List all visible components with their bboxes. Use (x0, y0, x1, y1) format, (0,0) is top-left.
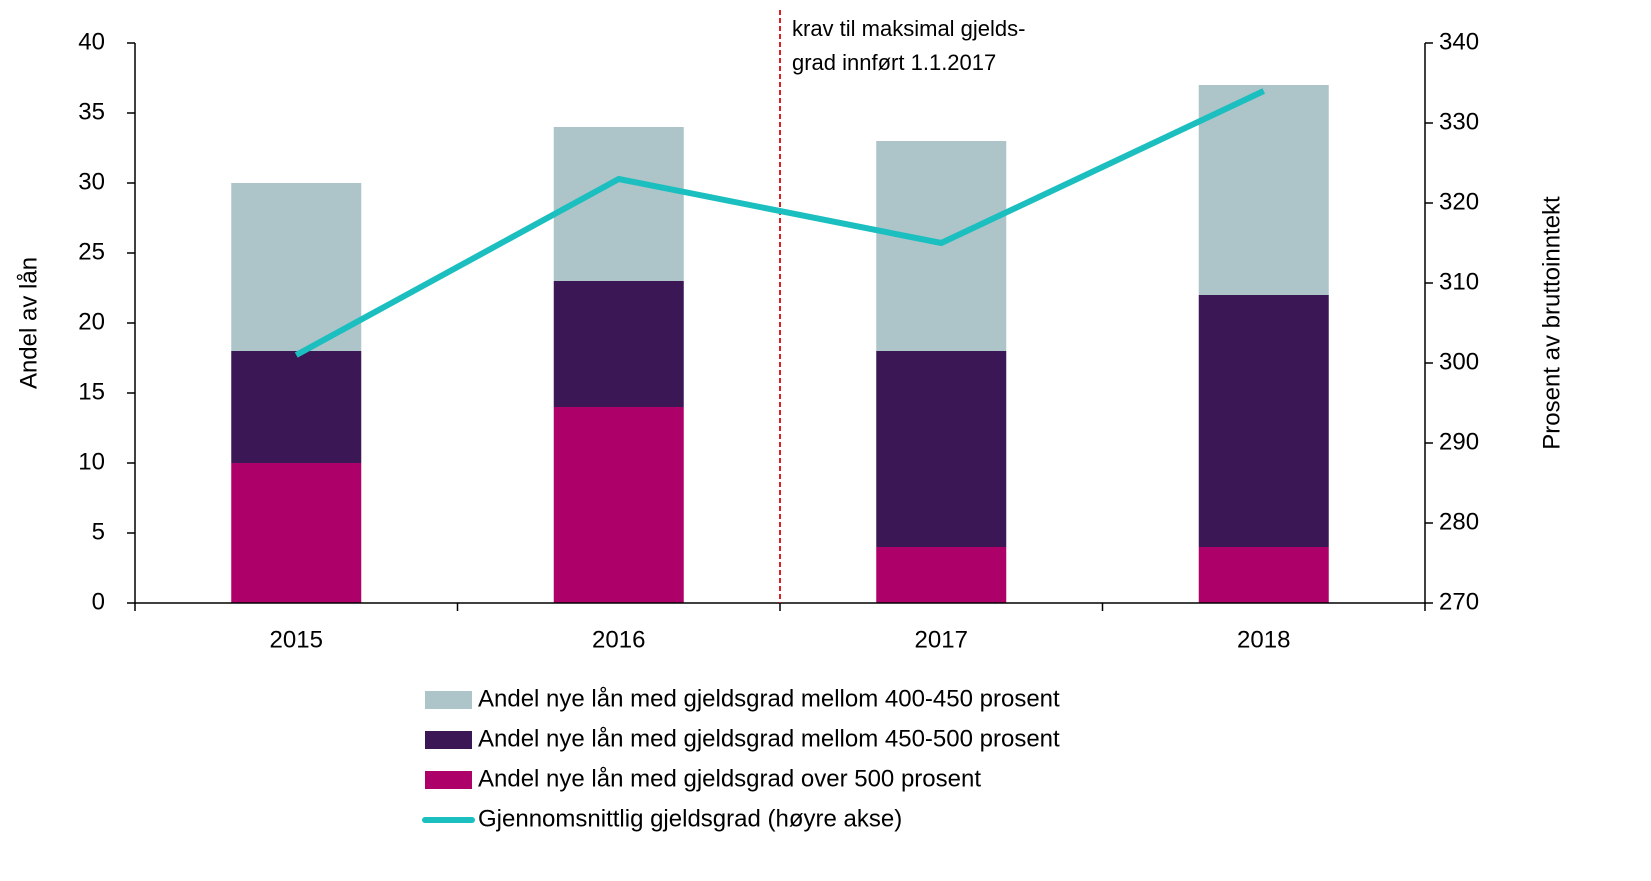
y-tick-label: 30 (78, 168, 105, 195)
legend-swatch (425, 771, 472, 789)
bar-segment (876, 547, 1007, 603)
bar-segment (231, 351, 362, 463)
bar-segment (876, 351, 1007, 547)
x-tick-label: 2017 (915, 626, 968, 653)
y-tick-label: 40 (78, 28, 105, 55)
legend-label: Gjennomsnittlig gjeldsgrad (høyre akse) (478, 805, 902, 832)
annotation-text: grad innført 1.1.2017 (792, 50, 996, 75)
x-tick-label: 2015 (270, 626, 323, 653)
y2-tick-label: 270 (1439, 588, 1479, 615)
bar-segment (231, 183, 362, 351)
y-tick-label: 5 (92, 518, 105, 545)
y-tick-label: 25 (78, 238, 105, 265)
x-tick-label: 2016 (592, 626, 645, 653)
y-tick-label: 20 (78, 308, 105, 335)
bar-segment (1198, 547, 1329, 603)
annotation-text: krav til maksimal gjelds- (792, 16, 1026, 41)
y2-tick-label: 340 (1439, 28, 1479, 55)
y2-tick-label: 300 (1439, 348, 1479, 375)
y2-tick-label: 310 (1439, 268, 1479, 295)
bar-segment (1198, 295, 1329, 547)
y-tick-label: 15 (78, 378, 105, 405)
y2-tick-label: 320 (1439, 188, 1479, 215)
y2-tick-label: 290 (1439, 428, 1479, 455)
legend-label: Andel nye lån med gjeldsgrad over 500 pr… (478, 765, 981, 792)
line-series (294, 88, 1266, 358)
legend-label: Andel nye lån med gjeldsgrad mellom 450-… (478, 725, 1060, 752)
y-tick-label: 10 (78, 448, 105, 475)
bar-segment (876, 141, 1007, 351)
bar-segment (553, 281, 684, 407)
x-tick-label: 2018 (1237, 626, 1290, 653)
y2-axis-label: Prosent av bruttoinntekt (1538, 196, 1565, 450)
legend-swatch (425, 731, 472, 749)
bar-segment (231, 463, 362, 603)
y-tick-label: 35 (78, 98, 105, 125)
legend-label: Andel nye lån med gjeldsgrad mellom 400-… (478, 685, 1060, 712)
y-tick-label: 0 (92, 588, 105, 615)
y2-tick-label: 280 (1439, 508, 1479, 535)
legend-swatch (425, 691, 472, 709)
bar-segment (1198, 85, 1329, 295)
y2-tick-label: 330 (1439, 108, 1479, 135)
y-axis-label: Andel av lån (15, 257, 42, 389)
bar-segment (553, 407, 684, 603)
